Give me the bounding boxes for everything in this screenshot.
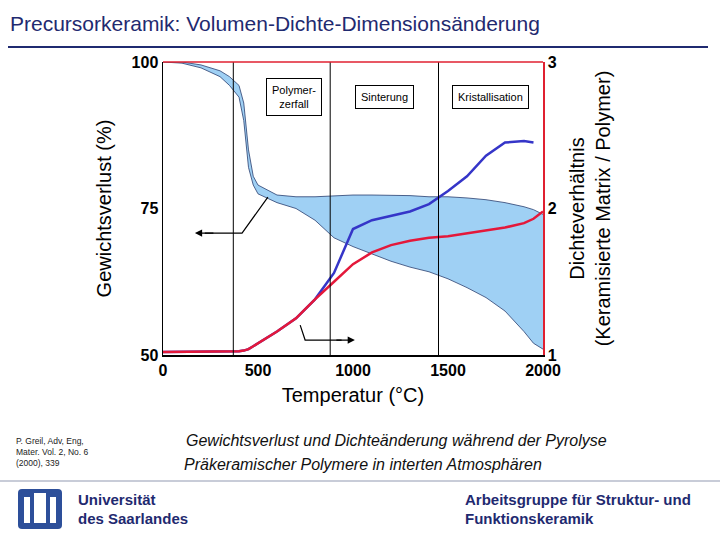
svg-text:1: 1 bbox=[548, 347, 557, 364]
svg-text:1000: 1000 bbox=[335, 362, 371, 379]
html-text:Precursorkeramik: Volumen-Dich: Precursorkeramik: Volumen-Dichte-Dimensi… bbox=[10, 12, 540, 35]
html-text:P. Greil, Adv, Eng, Mater. Vol: P. Greil, Adv, Eng, Mater. Vol. 2, No. 6… bbox=[16, 436, 89, 468]
svg-text:Polymer-zerfall: Polymer-zerfall bbox=[272, 84, 316, 110]
svg-text:Kristallisation: Kristallisation bbox=[458, 91, 523, 103]
svg-text:3: 3 bbox=[548, 54, 557, 71]
svg-text:2: 2 bbox=[548, 200, 557, 217]
html-text:Universität des Saarlandes: Universität des Saarlandes bbox=[78, 491, 189, 527]
svg-text:Gewichtsverlust (%): Gewichtsverlust (%) bbox=[93, 120, 115, 298]
svg-text:1500: 1500 bbox=[430, 362, 466, 379]
svg-text:Dichteverhältnis(Keramisierte: Dichteverhältnis(Keramisierte Matrix / P… bbox=[566, 71, 614, 347]
html-text:Präkeramischer Polymere in int: Präkeramischer Polymere in interten Atmo… bbox=[184, 456, 542, 473]
svg-text:0: 0 bbox=[159, 362, 168, 379]
svg-text:2000: 2000 bbox=[525, 362, 561, 379]
html-text:Gewichtsverlust und Dichteände: Gewichtsverlust und Dichteänderung währe… bbox=[186, 432, 607, 449]
svg-text:100: 100 bbox=[132, 54, 159, 71]
svg-text:50: 50 bbox=[141, 347, 159, 364]
svg-text:75: 75 bbox=[141, 200, 159, 217]
svg-text:500: 500 bbox=[245, 362, 272, 379]
svg-text:Temperatur (°C): Temperatur (°C) bbox=[282, 384, 424, 406]
svg-text:Sinterung: Sinterung bbox=[361, 91, 408, 103]
html-text:Arbeitsgruppe für Struktur- un: Arbeitsgruppe für Struktur- und Funktion… bbox=[465, 491, 691, 527]
